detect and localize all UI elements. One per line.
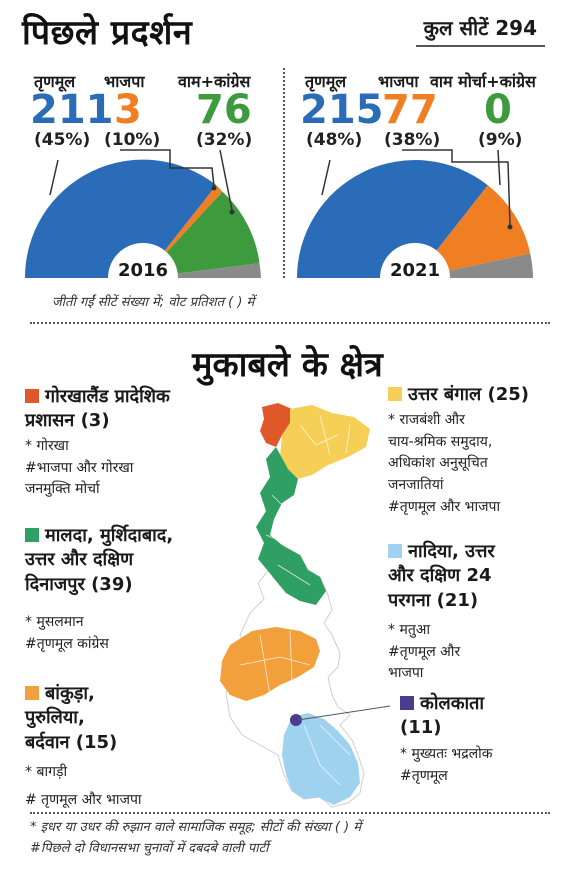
party-label-bjp-2021: भाजपा xyxy=(378,72,419,91)
malda-line1: * मुसलमान xyxy=(25,614,84,630)
section-title: मुकाबले के क्षेत्र xyxy=(192,345,383,385)
seats-bjp-2021: 77 xyxy=(382,87,438,133)
north-bengal-title-line1: उत्तर बंगाल (25) xyxy=(408,384,529,405)
seats-left-2021: 0 xyxy=(484,87,512,133)
bankura-title-line3: बर्दवान (15) xyxy=(25,731,118,753)
party-label-left-2016: वाम+कांग्रेस xyxy=(178,72,251,91)
north-bengal-color-square xyxy=(388,387,402,401)
kolkata-line2: #तृणमूल xyxy=(400,767,448,784)
semicircle-2016-tmc-slice xyxy=(24,159,217,278)
gorkha-title-line2: प्रशासन (3) xyxy=(25,410,110,432)
nadia-line1: * मतुआ xyxy=(388,622,431,638)
region-malda-text: * मुसलमान #तृणमूल कांग्रेस xyxy=(25,612,109,655)
malda-line2: #तृणमूल कांग्रेस xyxy=(25,635,109,652)
gorkha-color-square xyxy=(25,389,39,403)
seats-left-2016: 76 xyxy=(196,87,252,133)
north-bengal-line5: #तृणमूल और भाजपा xyxy=(388,498,501,515)
region-malda-title: मालदा, मुर्शिदाबाद, उत्तर और दक्षिण दिना… xyxy=(25,524,173,597)
section-divider xyxy=(30,322,550,324)
bankura-title-line1: बांकुड़ा, xyxy=(45,683,95,704)
region-north-bengal-title: उत्तर बंगाल (25) xyxy=(388,383,529,407)
gorkha-line2: #भाजपा और गोरखा xyxy=(25,459,134,476)
pct-tmc-2016: (45%) xyxy=(34,130,91,150)
malda-color-square xyxy=(25,528,39,542)
semicircle-2021-tmc-slice xyxy=(297,160,488,278)
page-title: पिछले प्रदर्शन xyxy=(22,13,193,53)
year-label-2021: 2021 xyxy=(389,260,441,281)
kolkata-title-line1: कोलकाता xyxy=(420,693,485,714)
region-north-bengal-text: * राजबंशी और चाय-श्रमिक समुदाय, अधिकांश … xyxy=(388,410,500,518)
gorkha-title-line1: गोरखालैंड प्रादेशिक xyxy=(45,386,170,407)
party-label-tmc-2016: तृणमूल xyxy=(34,72,76,91)
west-bengal-map xyxy=(220,403,370,808)
bottom-notes: * इधर या उधर की रुझान वाले सामाजिक समूह;… xyxy=(30,818,361,860)
kolkata-title-line2: (11) xyxy=(400,717,442,739)
kolkata-color-square xyxy=(400,696,414,710)
pct-bjp-2021: (38%) xyxy=(384,130,441,150)
party-label-tmc-2021: तृणमूल xyxy=(305,72,347,91)
region-gorkha-title: गोरखालैंड प्रादेशिक प्रशासन (3) xyxy=(25,385,170,434)
pct-tmc-2021: (48%) xyxy=(306,130,363,150)
seats-tmc-2021: 215 xyxy=(300,87,384,133)
nadia-line2: #तृणमूल और xyxy=(388,643,461,660)
north-bengal-line4: जनजातियां xyxy=(388,477,444,494)
bottom-divider xyxy=(30,812,550,814)
nadia-title-line2: और दक्षिण 24 xyxy=(388,565,492,587)
bankura-color-square xyxy=(25,686,39,700)
bottom-note-line2: #पिछले दो विधानसभा चुनावों में दबदबे वाल… xyxy=(30,840,269,856)
bankura-line2: # तृणमूल और भाजपा xyxy=(25,791,142,808)
total-seats: कुल सीटें 294 xyxy=(415,14,545,47)
region-kolkata-text: * मुख्यतः भद्रलोक #तृणमूल xyxy=(400,744,493,787)
pct-left-2021: (9%) xyxy=(478,130,523,150)
seats-bjp-2016: 3 xyxy=(114,87,142,133)
map-region-kolkata xyxy=(290,714,302,726)
region-nadia-title: नादिया, उत्तर और दक्षिण 24 परगना (21) xyxy=(388,540,495,613)
map-region-nadia xyxy=(282,713,360,805)
north-bengal-line3: अधिकांश अनुसूचित xyxy=(388,455,488,472)
nadia-title-line3: परगना (21) xyxy=(388,589,479,611)
gorkha-line3: जनमुक्ति मोर्चा xyxy=(25,481,100,498)
map-region-north-bengal xyxy=(280,405,370,479)
region-bankura-text: * बागड़ी # तृणमूल और भाजपा xyxy=(25,762,142,811)
bottom-note-line1: * इधर या उधर की रुझान वाले सामाजिक समूह;… xyxy=(30,820,362,835)
semicircle-2021 xyxy=(297,149,533,278)
pct-bjp-2016: (10%) xyxy=(104,130,161,150)
north-bengal-line1: * राजबंशी और xyxy=(388,412,465,428)
map-region-malda xyxy=(256,447,326,605)
bankura-line1: * बागड़ी xyxy=(25,764,68,780)
map-region-bankura xyxy=(220,627,320,701)
semicircle-charts xyxy=(24,149,533,278)
region-bankura-title: बांकुड़ा, पुरुलिया, बर्दवान (15) xyxy=(25,682,117,755)
kolkata-line1: * मुख्यतः भद्रलोक xyxy=(400,746,493,762)
seats-tmc-2016: 211 xyxy=(30,87,114,133)
party-label-left-2021: वाम मोर्चा+कांग्रेस xyxy=(430,72,536,91)
north-bengal-line2: चाय-श्रमिक समुदाय, xyxy=(388,433,493,450)
map-region-gorkha xyxy=(260,403,292,447)
bankura-title-line2: पुरुलिया, xyxy=(25,707,85,729)
semicircle-2016-inner xyxy=(108,243,178,278)
year-label-2016: 2016 xyxy=(117,260,169,281)
seat-vote-note: जीती गईं सीटें संख्या में; वोट प्रतिशत (… xyxy=(52,295,255,310)
semicircle-2021-inner xyxy=(380,243,450,278)
semicircle-2021-bjp-slice xyxy=(415,185,531,278)
region-nadia-text: * मतुआ #तृणमूल और भाजपा xyxy=(388,620,460,685)
year-divider xyxy=(283,68,285,278)
gorkha-line1: * गोरखा xyxy=(25,438,69,454)
party-label-bjp-2016: भाजपा xyxy=(104,72,145,91)
malda-title-line1: मालदा, मुर्शिदाबाद, xyxy=(45,525,174,546)
nadia-line3: भाजपा xyxy=(388,665,424,682)
nadia-color-square xyxy=(388,544,402,558)
kolkata-leader xyxy=(297,705,391,721)
pct-left-2016: (32%) xyxy=(196,130,253,150)
malda-title-line2: उत्तर और दक्षिण xyxy=(25,549,134,571)
malda-title-line3: दिनाजपुर (39) xyxy=(25,573,133,595)
region-kolkata-title: कोलकाता (11) xyxy=(400,692,484,741)
semicircle-2016 xyxy=(24,149,261,278)
nadia-title-line1: नादिया, उत्तर xyxy=(408,541,495,562)
region-gorkha-text: * गोरखा #भाजपा और गोरखा जनमुक्ति मोर्चा xyxy=(25,436,133,501)
